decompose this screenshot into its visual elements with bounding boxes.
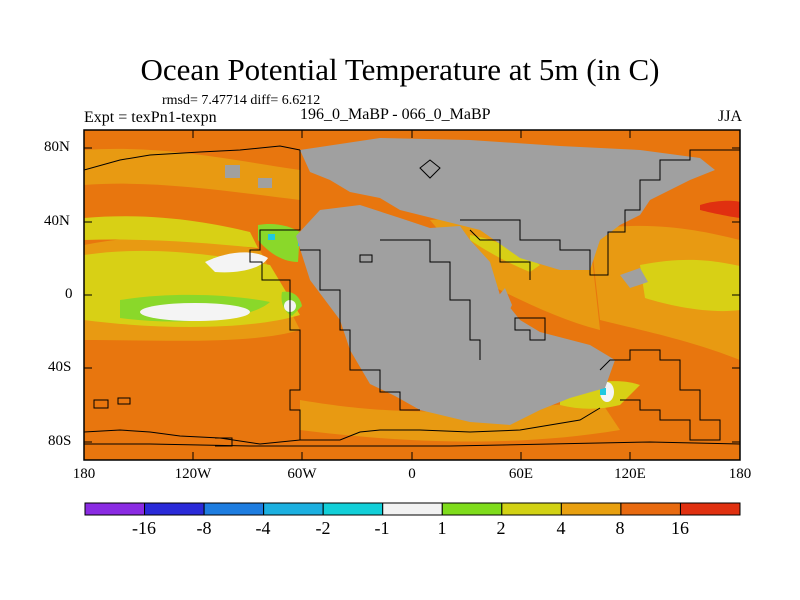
pacific-yellow-north <box>84 216 258 248</box>
colorbar-label: 16 <box>671 518 689 538</box>
colorbar-swatch <box>679 502 741 516</box>
x-tick-label: 60E <box>508 466 534 482</box>
x-tick-label: 180 <box>72 466 96 482</box>
y-tick-label: 80N <box>44 139 70 155</box>
y-tick-label: 0 <box>65 286 73 302</box>
x-tick-label: 0 <box>408 466 416 482</box>
colorbar <box>84 502 741 516</box>
experiment-label: Expt = texPn1-texpn <box>84 109 217 126</box>
colorbar-swatch <box>441 502 503 516</box>
x-tick-label: 120W <box>174 466 212 482</box>
colorbar-label: -4 <box>255 518 271 538</box>
cyan-speck-3 <box>600 388 606 395</box>
north-band <box>84 148 300 200</box>
y-tick-label: 80S <box>48 433 72 449</box>
red-spot-east <box>700 200 740 218</box>
colorbar-label: -1 <box>374 518 390 538</box>
x-tick-label: 60W <box>287 466 317 482</box>
colorbar-label: -16 <box>132 518 156 538</box>
white-spot-pacific <box>140 303 250 321</box>
y-ticks <box>84 147 740 443</box>
green-patch-2 <box>258 223 300 262</box>
colorbar-label: 1 <box>437 518 447 538</box>
season-label: JJA <box>717 108 742 125</box>
colorbar-swatch <box>144 502 205 516</box>
south-band <box>300 400 620 442</box>
x-tick-label: 120E <box>614 466 646 482</box>
y-tick-label: 40N <box>44 213 70 229</box>
colorbar-swatch <box>322 502 384 516</box>
indian-yellow <box>470 235 540 272</box>
white-spot-north <box>205 252 268 273</box>
map-field <box>84 130 740 460</box>
cyan-speck-1 <box>268 234 275 240</box>
colorbar-label: -2 <box>315 518 331 538</box>
colorbar-swatch <box>84 502 146 516</box>
x-ticks <box>192 130 631 460</box>
land-arctic-islands <box>225 165 272 188</box>
map-title: Ocean Potential Temperature at 5m (in C) <box>140 52 660 87</box>
colorbar-label: 2 <box>496 518 506 538</box>
colorbar-label: 4 <box>556 518 566 538</box>
land-east-island <box>620 268 648 288</box>
subtitle-label: 196_0_MaBP - 066_0_MaBP <box>300 106 491 123</box>
colorbar-swatch <box>501 502 562 516</box>
x-tick-label: 180 <box>728 466 752 482</box>
colorbar-swatch <box>263 502 324 516</box>
colorbar-label: 8 <box>615 518 625 538</box>
stats-label: rmsd= 7.47714 diff= 6.6212 <box>162 93 321 108</box>
land-north <box>300 138 715 270</box>
colorbar-swatch <box>620 502 681 516</box>
colorbar-label: -8 <box>196 518 212 538</box>
coastlines <box>84 145 740 447</box>
east-yellow <box>640 259 740 312</box>
land-india <box>495 288 512 318</box>
colorbar-swatch <box>560 502 622 516</box>
colorbar-swatch <box>382 502 443 516</box>
y-tick-label: 40S <box>48 359 72 375</box>
colorbar-swatch <box>203 502 265 516</box>
